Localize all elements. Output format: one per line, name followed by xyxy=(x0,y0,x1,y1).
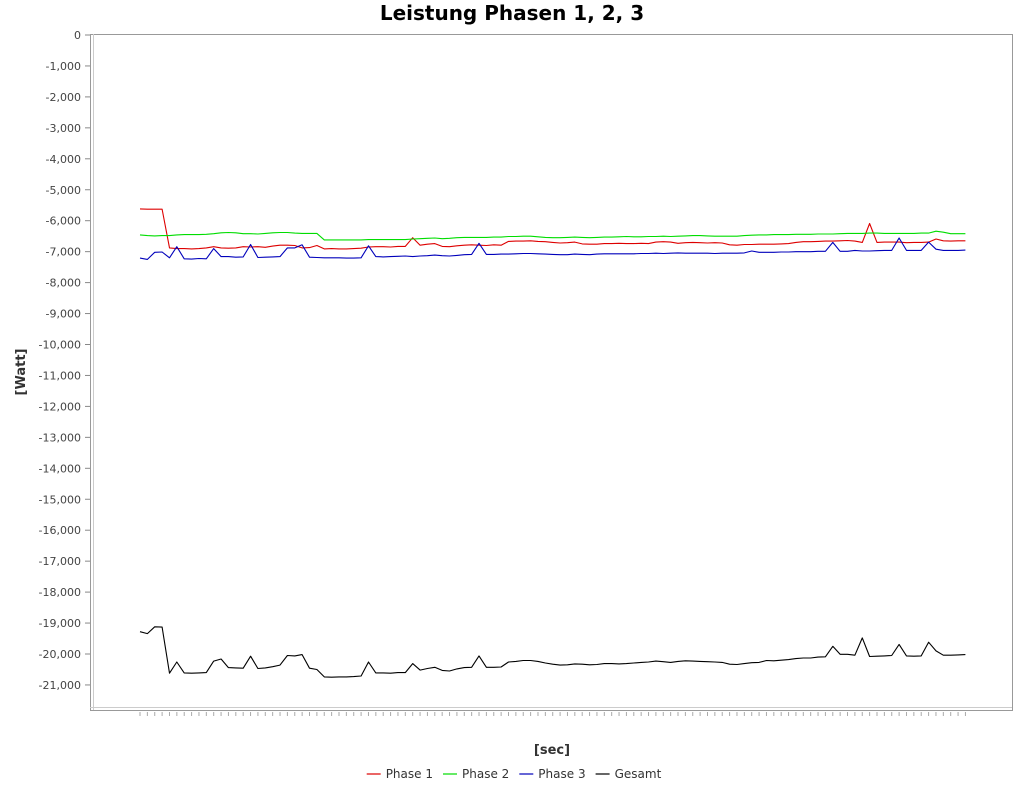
chart-title: Leistung Phasen 1, 2, 3 xyxy=(380,1,644,25)
y-tick-label: -11,000 xyxy=(39,369,81,382)
legend-label: Phase 2 xyxy=(462,767,509,781)
legend-label: Gesamt xyxy=(615,767,662,781)
y-tick-label: -3,000 xyxy=(46,122,81,135)
y-tick-label: -10,000 xyxy=(39,339,81,352)
plot-area xyxy=(90,34,1013,711)
y-tick-label: -8,000 xyxy=(46,277,81,290)
y-tick-label: -2,000 xyxy=(46,91,81,104)
y-axis: 0 -1,000 -2,000 -3,000 -4,000 -5,000 -6,000 -7,… xyxy=(39,29,90,692)
y-axis-label: [Watt] xyxy=(14,349,29,396)
x-axis-label: [sec] xyxy=(534,743,570,758)
y-tick-label: -17,000 xyxy=(39,555,81,568)
y-tick-label: -9,000 xyxy=(46,308,81,321)
series-line-phase-2 xyxy=(139,230,966,241)
legend-item: Phase 1 xyxy=(366,767,433,781)
legend: Phase 1 Phase 2 Phase 3 Gesamt xyxy=(366,767,662,781)
y-tick-label: -1,000 xyxy=(46,60,81,73)
legend-label: Phase 3 xyxy=(538,767,585,781)
y-tick-label: -12,000 xyxy=(39,400,81,413)
series-layer xyxy=(139,208,966,678)
y-tick-label: -14,000 xyxy=(39,462,81,475)
y-tick-label: -16,000 xyxy=(39,524,81,537)
legend-label: Phase 1 xyxy=(386,767,433,781)
y-tick-label: 0 xyxy=(74,29,81,42)
y-tick-label: -20,000 xyxy=(39,648,81,661)
legend-item: Phase 2 xyxy=(443,767,509,781)
y-tick-label: -21,000 xyxy=(39,679,81,692)
y-tick-label: -19,000 xyxy=(39,617,81,630)
y-tick-label: -6,000 xyxy=(46,215,81,228)
legend-item: Gesamt xyxy=(595,767,662,781)
y-tick-label: -7,000 xyxy=(46,246,81,259)
legend-item: Phase 3 xyxy=(519,767,586,781)
y-tick-label: -18,000 xyxy=(39,586,81,599)
series-line-phase-3 xyxy=(139,237,966,260)
y-tick-label: -5,000 xyxy=(46,184,81,197)
y-tick-label: -4,000 xyxy=(46,153,81,166)
series-line-gesamt xyxy=(139,626,966,678)
y-tick-label: -15,000 xyxy=(39,493,81,506)
series-line-phase-1 xyxy=(139,208,966,250)
y-tick-label: -13,000 xyxy=(39,431,81,444)
x-axis xyxy=(139,712,966,716)
